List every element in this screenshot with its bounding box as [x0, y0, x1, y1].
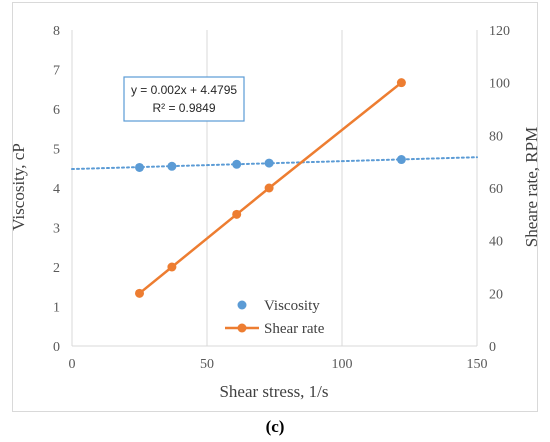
y-left-tick-label: 7: [53, 64, 60, 79]
x-tick-label: 0: [69, 357, 76, 372]
y-left-tick-label: 8: [53, 24, 60, 39]
shear-rate-point: [264, 183, 274, 193]
trendline-layer: [71, 156, 478, 171]
y-right-axis-title: Sheare rate, RPM: [522, 127, 541, 247]
shear-rate-point: [396, 78, 406, 88]
series-layer: [135, 78, 406, 298]
viscosity-point: [264, 158, 274, 168]
x-tick-label: 150: [467, 357, 488, 372]
trendline-r-squared: R² = 0.9849: [152, 101, 215, 115]
viscosity-trendline: [71, 156, 478, 171]
y-left-tick-label: 2: [53, 261, 60, 276]
y-left-tick-label: 1: [53, 301, 60, 316]
y-left-tick-label: 5: [53, 143, 60, 158]
x-axis-title: Shear stress, 1/s: [219, 382, 328, 401]
legend-viscosity-label: Viscosity: [264, 298, 320, 314]
y-right-tick-label: 0: [489, 340, 496, 355]
legend-shear-rate-marker: [237, 323, 247, 333]
x-tick-label: 50: [200, 357, 214, 372]
viscosity-point: [396, 155, 406, 165]
y-right-tick-label: 120: [489, 24, 510, 39]
chart-frame: [12, 2, 538, 412]
trendline-equation: y = 0.002x + 4.4795: [131, 83, 237, 97]
shear-rate-point: [232, 209, 242, 219]
equation-box: y = 0.002x + 4.4795 R² = 0.9849: [123, 76, 245, 122]
y-left-tick-label: 0: [53, 340, 60, 355]
shear-rate-point: [135, 288, 144, 298]
viscosity-point: [167, 161, 177, 171]
y-left-axis-title: Viscosity, cP: [9, 143, 28, 231]
legend-shear-rate-label: Shear rate: [264, 321, 325, 337]
y-right-tick-label: 60: [489, 182, 503, 197]
y-right-tick-label: 20: [489, 287, 503, 302]
y-left-tick-label: 6: [53, 103, 60, 118]
figure-caption: (c): [266, 417, 285, 436]
y-right-tick-label: 80: [489, 129, 503, 144]
y-left-tick-label: 3: [53, 222, 60, 237]
x-tick-label: 100: [332, 357, 353, 372]
legend-viscosity-marker: [237, 300, 247, 310]
shear-rate-point: [167, 262, 177, 272]
viscosity-point: [135, 162, 144, 172]
y-left-tick-label: 4: [53, 182, 60, 197]
legend: Viscosity Shear rate: [225, 298, 325, 337]
viscosity-point: [232, 159, 242, 169]
y-right-tick-label: 100: [489, 77, 510, 92]
y-right-tick-label: 40: [489, 235, 503, 250]
